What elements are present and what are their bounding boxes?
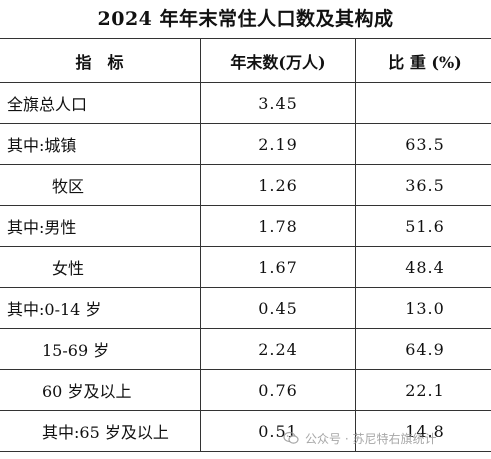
row-label: 女性: [0, 246, 201, 288]
row-proportion: 14.8: [355, 410, 491, 452]
row-year-end-value: 1.67: [200, 246, 356, 288]
table-row: 牧区 1.26 36.5: [0, 164, 491, 206]
row-year-end-value: 0.51: [200, 410, 356, 452]
row-proportion: 36.5: [355, 164, 491, 206]
table-row: 全旗总人口 3.45: [0, 82, 491, 124]
table-row: 60 岁及以上 0.76 22.1: [0, 369, 491, 411]
header-indicator: 指 标: [0, 38, 201, 83]
row-proportion: 64.9: [355, 328, 491, 370]
row-year-end-value: 2.24: [200, 328, 356, 370]
header-year-end-count: 年末数(万人): [200, 38, 356, 83]
table-header-row: 指 标 年末数(万人) 比 重 (%): [0, 38, 491, 83]
row-label: 其中:城镇: [0, 123, 201, 165]
row-year-end-value: 3.45: [200, 82, 356, 124]
row-label: 全旗总人口: [0, 82, 201, 124]
table-row: 其中:0-14 岁 0.45 13.0: [0, 287, 491, 329]
row-proportion: [355, 82, 491, 124]
row-year-end-value: 0.45: [200, 287, 356, 329]
row-proportion: 63.5: [355, 123, 491, 165]
table-row: 其中:城镇 2.19 63.5: [0, 123, 491, 165]
row-label: 60 岁及以上: [0, 369, 201, 411]
row-year-end-value: 1.78: [200, 205, 356, 247]
row-label: 15-69 岁: [0, 328, 201, 370]
row-label: 其中:0-14 岁: [0, 287, 201, 329]
row-year-end-value: 2.19: [200, 123, 356, 165]
header-proportion: 比 重 (%): [355, 38, 491, 83]
table-title: 2024 年年末常住人口数及其构成: [97, 8, 394, 30]
population-table: 指 标 年末数(万人) 比 重 (%) 全旗总人口 3.45 其中:城镇 2.19 63…: [0, 38, 491, 452]
row-proportion: 22.1: [355, 369, 491, 411]
row-label: 其中:男性: [0, 205, 201, 247]
row-year-end-value: 1.26: [200, 164, 356, 206]
table-row: 女性 1.67 48.4: [0, 246, 491, 288]
table-row: 15-69 岁 2.24 64.9: [0, 328, 491, 370]
row-proportion: 48.4: [355, 246, 491, 288]
row-proportion: 51.6: [355, 205, 491, 247]
row-proportion: 13.0: [355, 287, 491, 329]
row-year-end-value: 0.76: [200, 369, 356, 411]
table-row: 其中:男性 1.78 51.6: [0, 205, 491, 247]
table-row: 其中:65 岁及以上 0.51 14.8: [0, 410, 491, 452]
row-label: 牧区: [0, 164, 201, 206]
row-label: 其中:65 岁及以上: [0, 410, 201, 452]
